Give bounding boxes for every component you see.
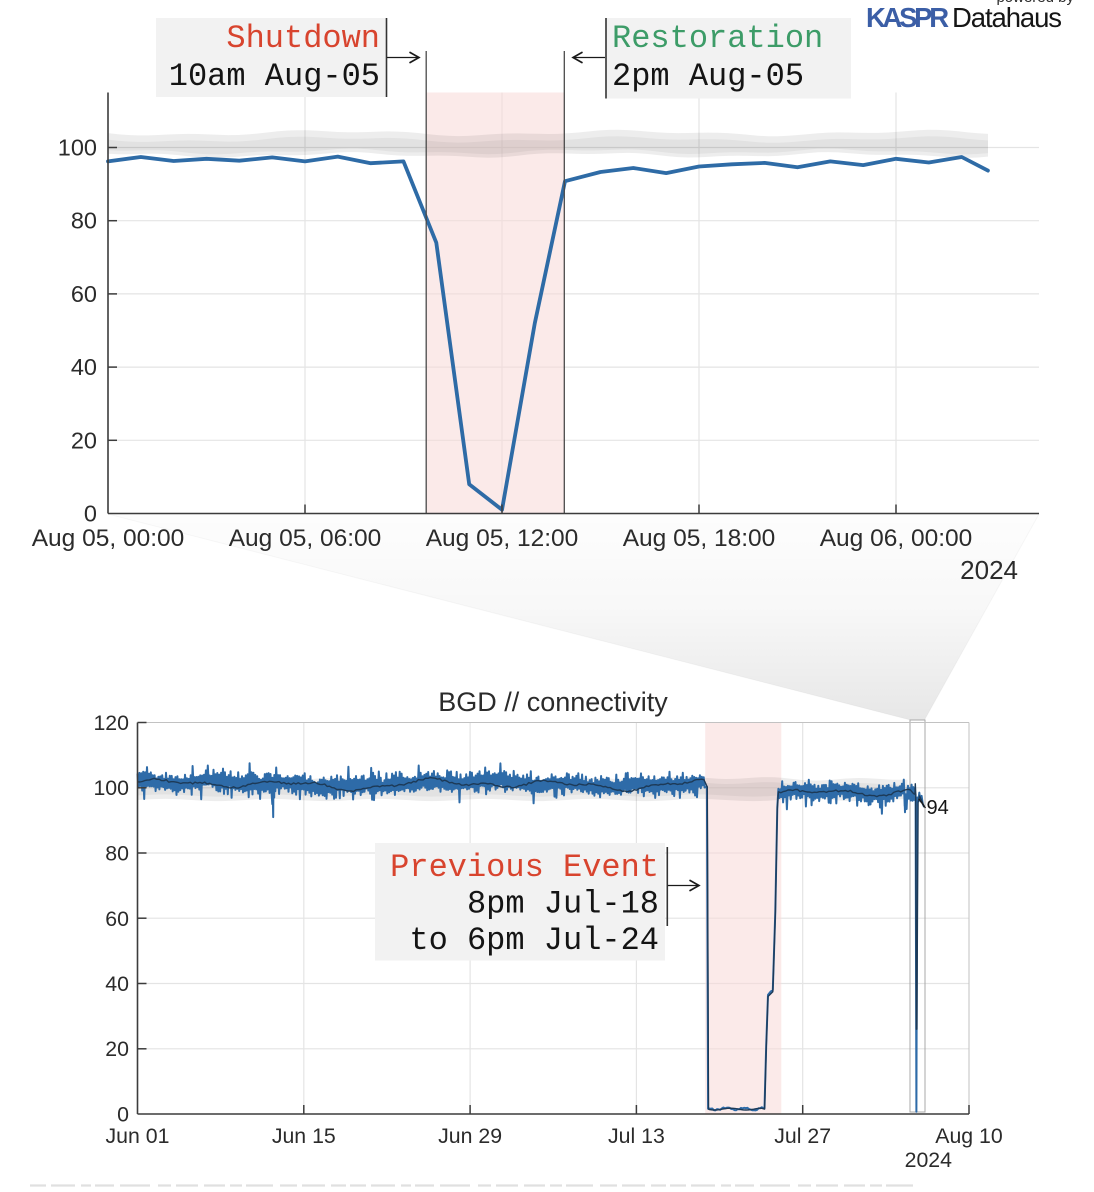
svg-text:Jun 01: Jun 01 xyxy=(106,1124,170,1148)
svg-text:Aug 06, 00:00: Aug 06, 00:00 xyxy=(820,525,973,552)
svg-text:Datahaus: Datahaus xyxy=(952,2,1061,33)
svg-text:2pm Aug-05: 2pm Aug-05 xyxy=(612,58,804,95)
svg-text:80: 80 xyxy=(105,842,129,866)
svg-text:BGD // connectivity: BGD // connectivity xyxy=(438,687,668,717)
svg-text:Aug 05, 12:00: Aug 05, 12:00 xyxy=(426,525,579,552)
svg-text:Aug 05, 00:00: Aug 05, 00:00 xyxy=(32,525,185,552)
svg-text:80: 80 xyxy=(71,208,97,234)
svg-text:KASPR: KASPR xyxy=(866,2,949,33)
svg-text:20: 20 xyxy=(105,1037,129,1061)
svg-text:100: 100 xyxy=(58,135,97,161)
svg-text:0: 0 xyxy=(84,501,97,527)
svg-text:20: 20 xyxy=(71,427,97,453)
svg-text:to 6pm Jul-24: to 6pm Jul-24 xyxy=(409,922,659,959)
svg-text:40: 40 xyxy=(71,354,97,380)
svg-text:Jul 27: Jul 27 xyxy=(774,1124,831,1148)
svg-text:120: 120 xyxy=(93,711,129,735)
svg-text:2024: 2024 xyxy=(905,1148,953,1172)
svg-text:powered by: powered by xyxy=(996,0,1074,6)
svg-text:100: 100 xyxy=(93,776,129,800)
svg-text:60: 60 xyxy=(71,281,97,307)
svg-text:10am Aug-05: 10am Aug-05 xyxy=(169,58,380,95)
svg-text:0: 0 xyxy=(117,1103,129,1127)
svg-text:Aug 05, 06:00: Aug 05, 06:00 xyxy=(229,525,382,552)
svg-text:Jun 29: Jun 29 xyxy=(438,1124,502,1148)
svg-text:Jun 15: Jun 15 xyxy=(272,1124,336,1148)
svg-text:Aug 05, 18:00: Aug 05, 18:00 xyxy=(623,525,776,552)
svg-text:94: 94 xyxy=(927,797,949,819)
svg-text:8pm Jul-18: 8pm Jul-18 xyxy=(467,886,659,923)
svg-text:2024: 2024 xyxy=(960,555,1018,585)
svg-text:40: 40 xyxy=(105,972,129,996)
svg-text:Shutdown: Shutdown xyxy=(226,20,380,57)
svg-text:Aug 10: Aug 10 xyxy=(935,1124,1003,1148)
svg-text:Restoration: Restoration xyxy=(612,20,823,57)
svg-text:Jul 13: Jul 13 xyxy=(608,1124,665,1148)
svg-text:Previous Event: Previous Event xyxy=(390,849,659,886)
svg-text:60: 60 xyxy=(105,907,129,931)
